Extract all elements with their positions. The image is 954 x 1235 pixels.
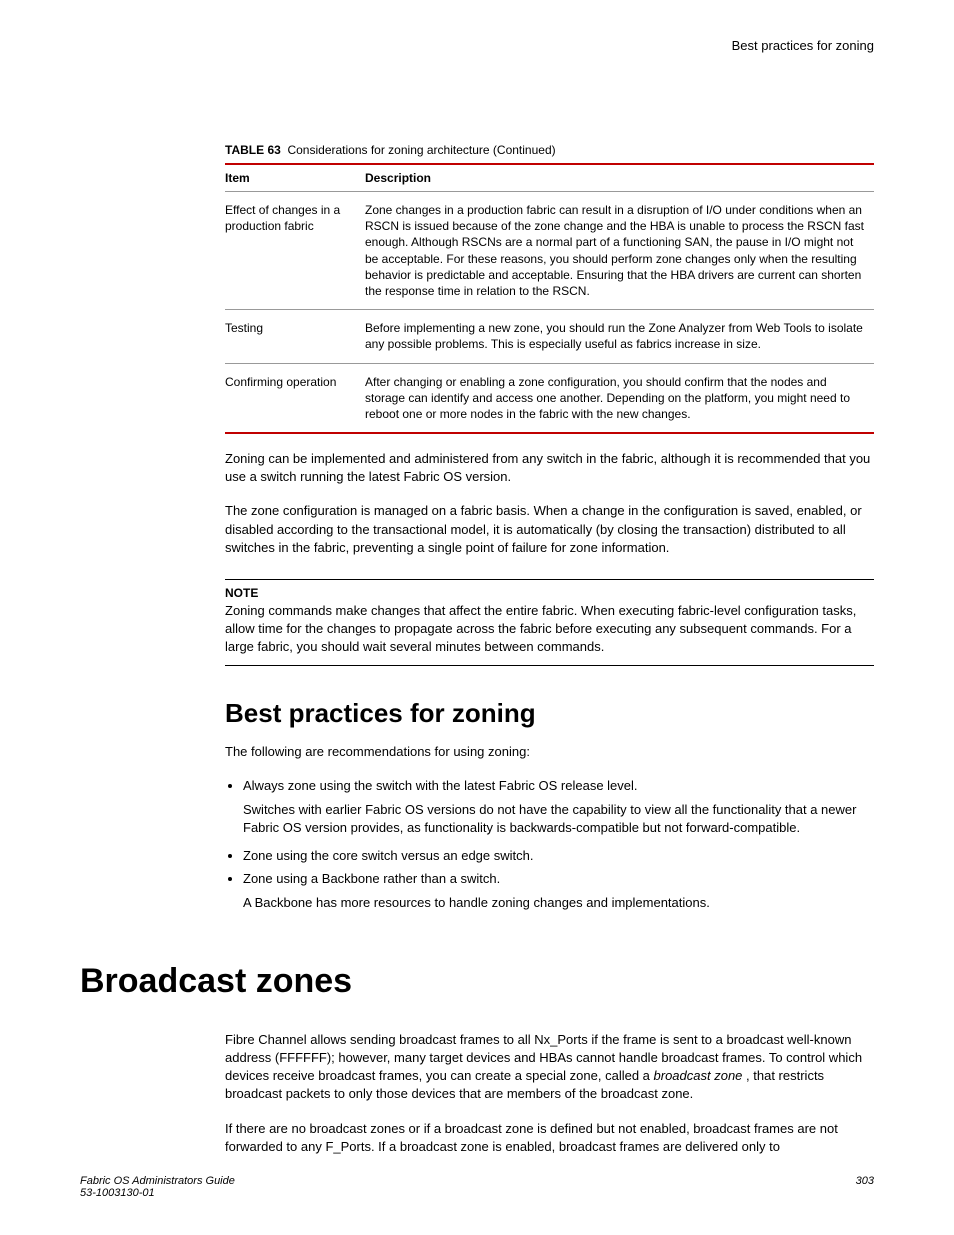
bullet-list: Always zone using the switch with the la… — [225, 777, 874, 912]
content-column: TABLE 63 Considerations for zoning archi… — [225, 143, 874, 912]
note-label: NOTE — [225, 586, 874, 600]
list-item: Zone using a Backbone rather than a swit… — [243, 870, 874, 912]
body-paragraph: The zone configuration is managed on a f… — [225, 502, 874, 557]
table-cell-item: Confirming operation — [225, 363, 365, 433]
list-item-text: Zone using a Backbone rather than a swit… — [243, 871, 500, 886]
note-block: NOTE Zoning commands make changes that a… — [225, 579, 874, 666]
zoning-architecture-table: Item Description Effect of changes in a … — [225, 163, 874, 434]
list-item: Always zone using the switch with the la… — [243, 777, 874, 838]
footer-title: Fabric OS Administrators Guide — [80, 1175, 235, 1187]
page-footer: Fabric OS Administrators Guide 53-100313… — [80, 1175, 874, 1199]
list-item-subtext: A Backbone has more resources to handle … — [243, 894, 874, 912]
table-caption: TABLE 63 Considerations for zoning archi… — [225, 143, 874, 157]
section-heading: Best practices for zoning — [225, 698, 874, 729]
table-cell-desc: Before implementing a new zone, you shou… — [365, 310, 874, 363]
page: Best practices for zoning TABLE 63 Consi… — [0, 0, 954, 1235]
table-cell-desc: After changing or enabling a zone config… — [365, 363, 874, 433]
body-paragraph: Zoning can be implemented and administer… — [225, 450, 874, 486]
table-row: Effect of changes in a production fabric… — [225, 192, 874, 310]
list-item-text: Always zone using the switch with the la… — [243, 778, 638, 793]
table-row: Testing Before implementing a new zone, … — [225, 310, 874, 363]
chapter-heading: Broadcast zones — [80, 962, 874, 1001]
table-label: TABLE 63 — [225, 143, 281, 157]
footer-docnum: 53-1003130-01 — [80, 1187, 235, 1199]
footer-page-number: 303 — [856, 1175, 874, 1199]
list-item-subtext: Switches with earlier Fabric OS versions… — [243, 801, 874, 837]
footer-left: Fabric OS Administrators Guide 53-100313… — [80, 1175, 235, 1199]
section-intro: The following are recommendations for us… — [225, 743, 874, 761]
table-header-item: Item — [225, 164, 365, 192]
body-paragraph: If there are no broadcast zones or if a … — [225, 1120, 874, 1156]
emphasis: broadcast zone — [654, 1068, 743, 1083]
list-item: Zone using the core switch versus an edg… — [243, 847, 874, 865]
table-cell-item: Testing — [225, 310, 365, 363]
table-row: Confirming operation After changing or e… — [225, 363, 874, 433]
note-text: Zoning commands make changes that affect… — [225, 603, 856, 654]
content-column: Fibre Channel allows sending broadcast f… — [225, 1031, 874, 1156]
table-header-description: Description — [365, 164, 874, 192]
running-header: Best practices for zoning — [80, 38, 874, 53]
table-cell-item: Effect of changes in a production fabric — [225, 192, 365, 310]
body-paragraph: Fibre Channel allows sending broadcast f… — [225, 1031, 874, 1104]
table-caption-text: Considerations for zoning architecture (… — [287, 143, 555, 157]
table-cell-desc: Zone changes in a production fabric can … — [365, 192, 874, 310]
